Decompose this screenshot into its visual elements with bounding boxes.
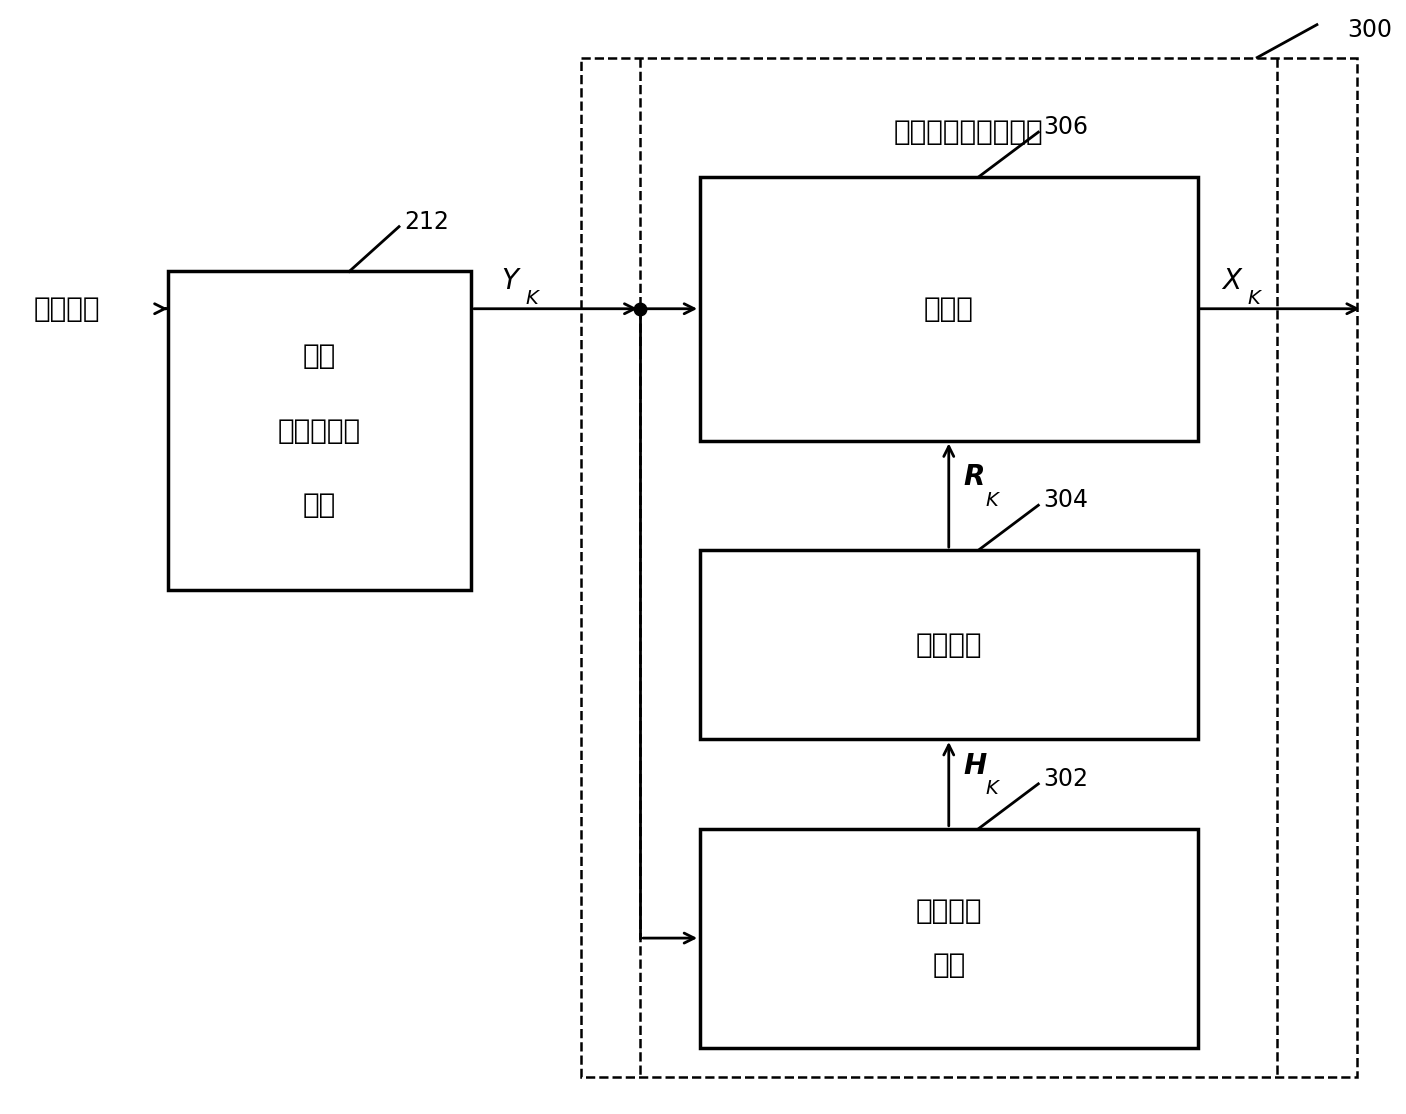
Text: R: R <box>963 463 986 491</box>
Bar <box>700 550 1198 739</box>
Text: 模块: 模块 <box>302 491 336 519</box>
Text: K: K <box>1247 290 1260 309</box>
Text: 快速: 快速 <box>302 342 336 370</box>
Text: 306: 306 <box>1043 115 1088 139</box>
Text: 估算模块: 估算模块 <box>915 897 981 925</box>
Text: X: X <box>1222 267 1241 295</box>
Text: 倒数模块: 倒数模块 <box>915 631 981 658</box>
Text: 通道估算与均衡模块: 通道估算与均衡模块 <box>894 118 1043 146</box>
Text: 信号样本: 信号样本 <box>34 295 100 323</box>
Text: Y: Y <box>501 267 517 295</box>
Text: 212: 212 <box>404 209 449 234</box>
Bar <box>700 177 1198 440</box>
Bar <box>167 272 471 589</box>
Text: K: K <box>526 290 538 309</box>
Text: 通道: 通道 <box>932 951 966 979</box>
Bar <box>581 58 1357 1077</box>
Text: 304: 304 <box>1043 488 1088 512</box>
Bar <box>700 829 1198 1047</box>
Text: H: H <box>963 752 987 780</box>
Text: 302: 302 <box>1043 766 1088 791</box>
Text: K: K <box>986 780 998 799</box>
Text: 300: 300 <box>1347 18 1392 41</box>
Text: 富利叶转换: 富利叶转换 <box>278 417 361 444</box>
Text: K: K <box>986 491 998 510</box>
Text: 均衡器: 均衡器 <box>924 295 974 323</box>
